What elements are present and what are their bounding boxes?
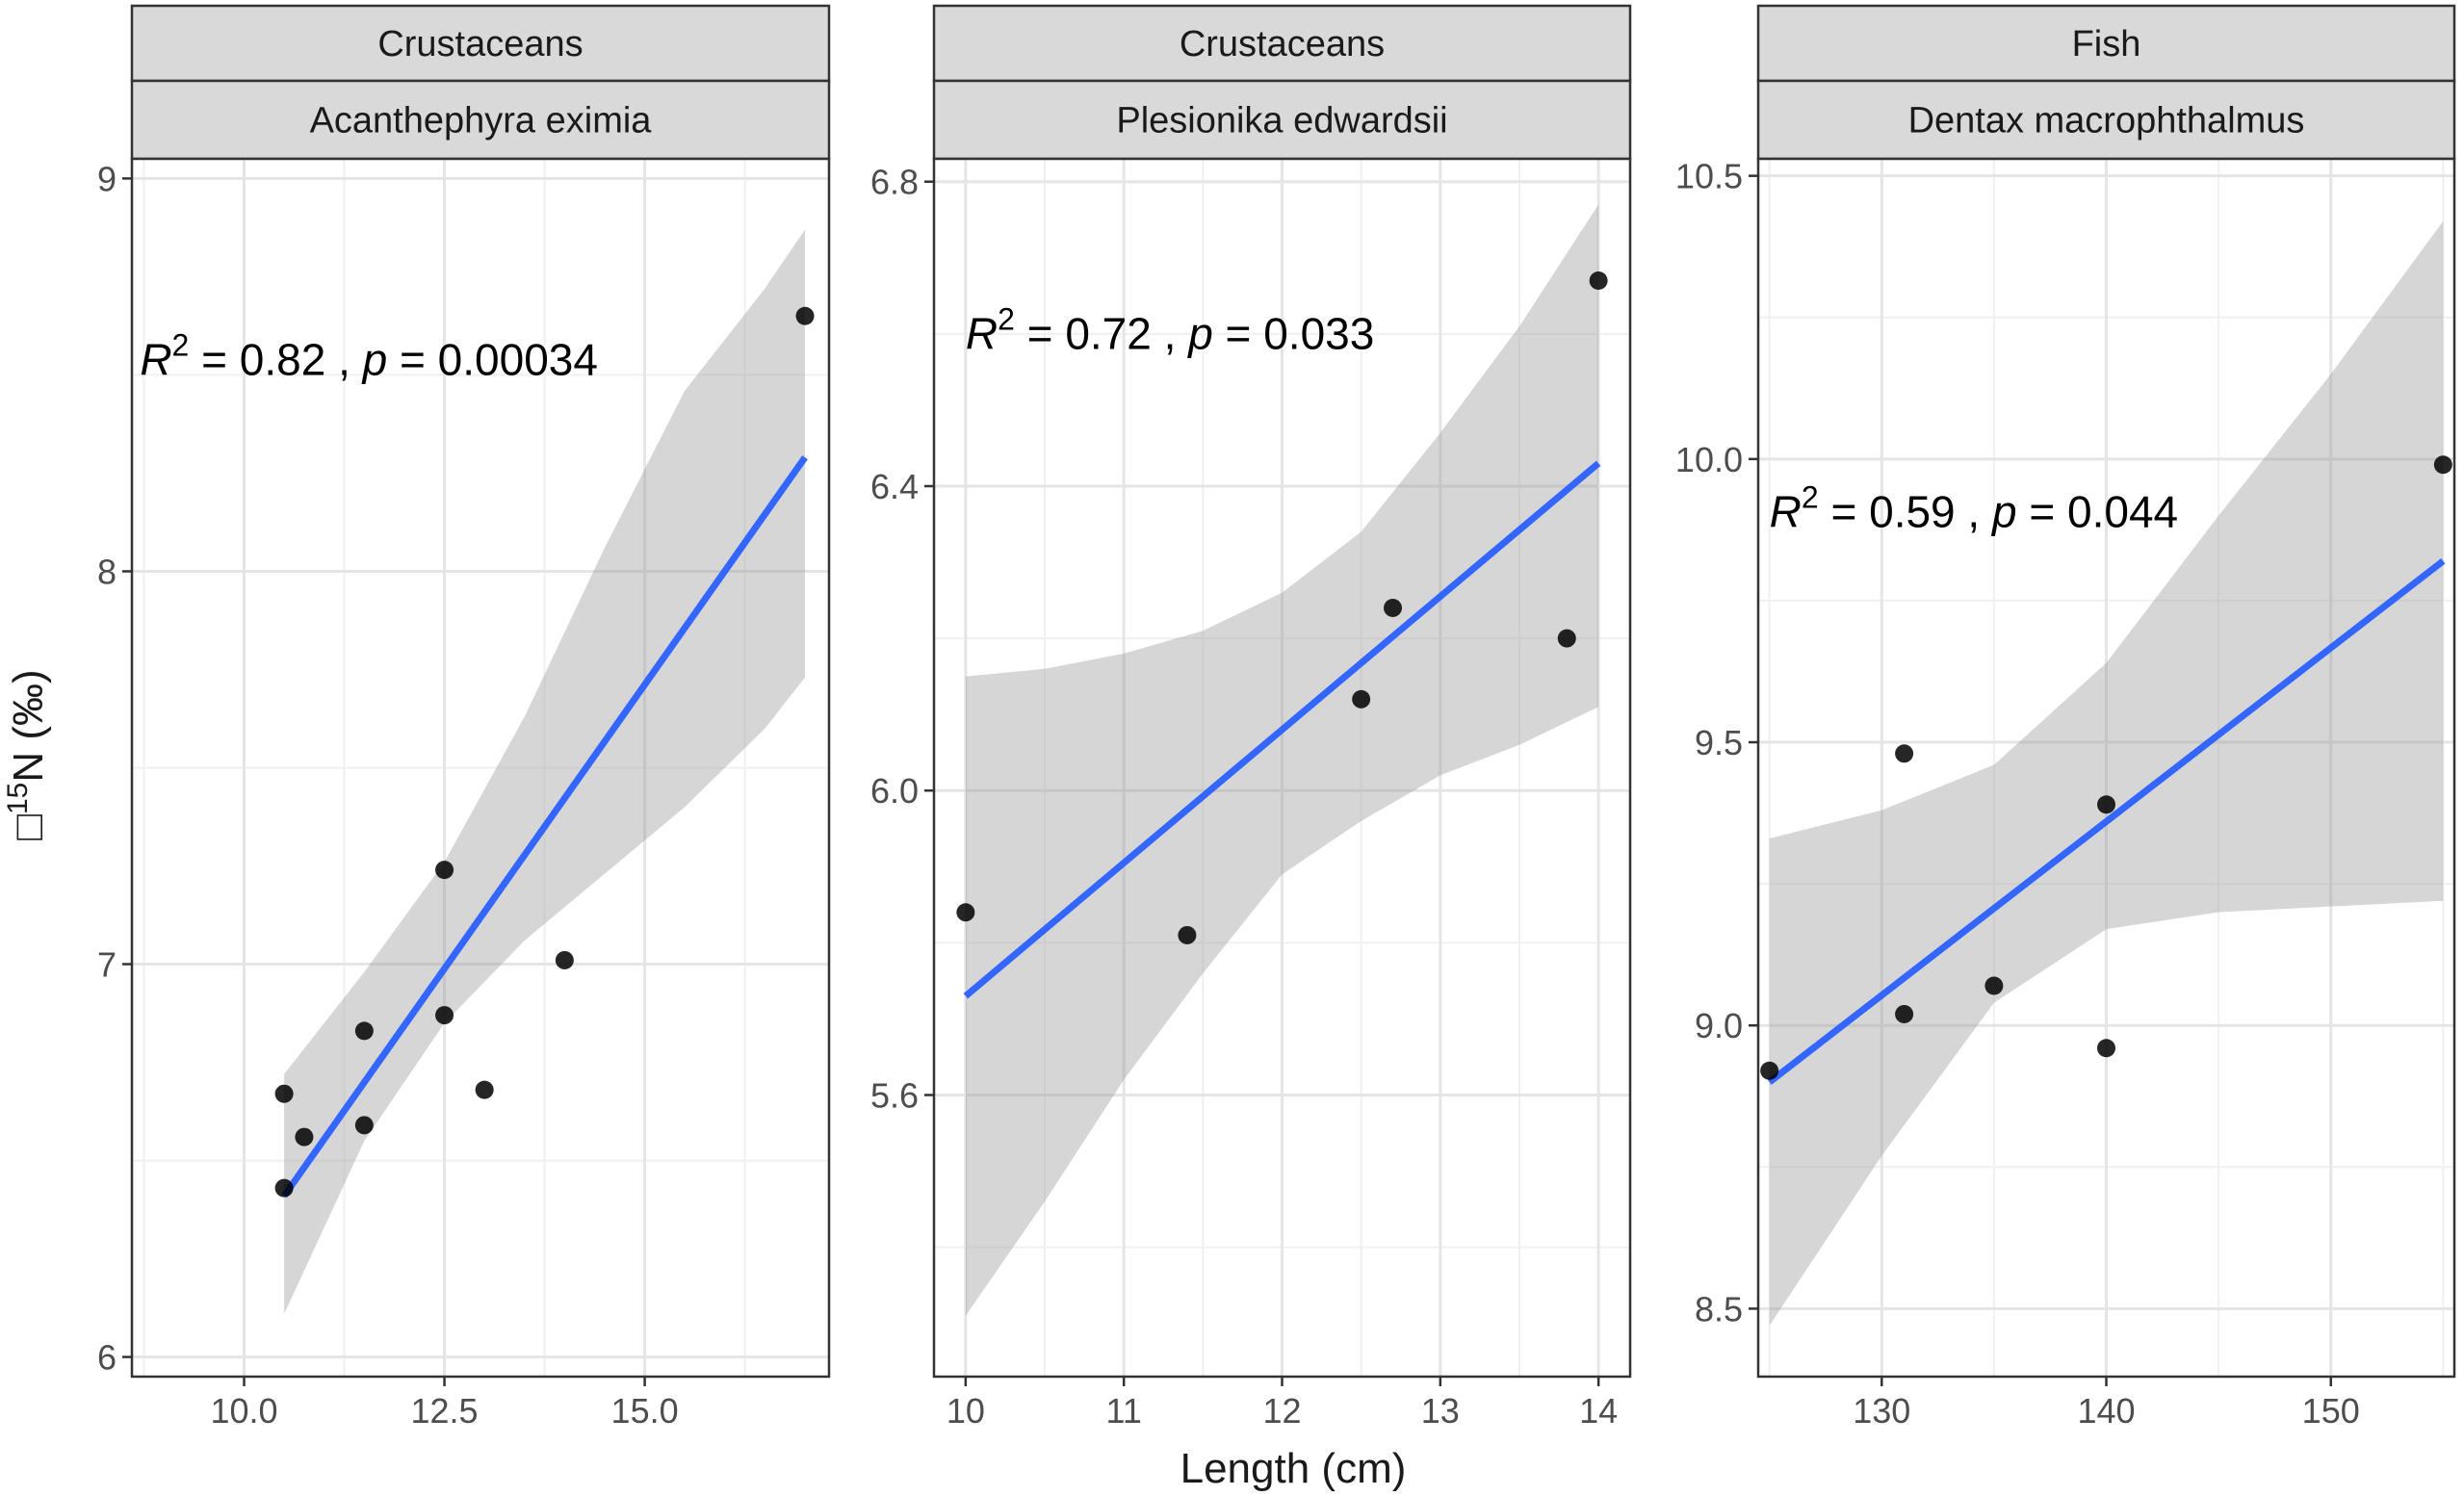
panel-2-point-4 xyxy=(1384,598,1403,617)
panel-1-annotation-part-3: = 0.82 , xyxy=(189,334,362,384)
panel-3: Fish Dentax macrophthalmus R2 = 0.59 , p =… xyxy=(1675,4,2456,1431)
y-axis-title-glyph: □ xyxy=(5,814,52,840)
panel-3-x-tick-label: 140 xyxy=(2077,1391,2135,1431)
panel-1-annotation-part-5: = 0.00034 xyxy=(387,334,598,384)
panel-2-x-tick-label: 13 xyxy=(1421,1391,1460,1431)
panel-3-point-4 xyxy=(1984,976,2004,995)
y-axis-title: □15N (‰) xyxy=(2,669,52,839)
panel-2-x-tick-label: 11 xyxy=(1105,1391,1141,1431)
panel-1: Crustaceans Acanthephyra eximia R2 = 0.82 … xyxy=(97,4,831,1431)
panel-2-fit-line xyxy=(963,460,1601,999)
panel-2-strip-top-label: Crustaceans xyxy=(1180,24,1385,64)
panel-3-confidence-band xyxy=(1769,220,2444,1327)
panel-2-annotation-part-4: p xyxy=(1186,309,1213,359)
panel-3-annotation-part-2: 2 xyxy=(1802,479,1819,514)
panel-2-x-tick-label: 10 xyxy=(947,1391,985,1431)
panel-2-annotation: R2 = 0.72 , p = 0.033 xyxy=(966,302,1374,359)
panel-3-strip-bottom xyxy=(1756,79,2456,161)
panel-1-y-tick-label: 7 xyxy=(97,945,117,985)
panel-1-strip-bottom xyxy=(130,79,831,161)
panel-3-y-tick-label: 9.0 xyxy=(1695,1006,1743,1045)
panel-3-point-2 xyxy=(1895,744,1914,763)
panel-1-point-8 xyxy=(475,1080,494,1099)
panel-2-point-1 xyxy=(956,903,975,922)
panel-1-x-tick-label: 12.5 xyxy=(411,1391,479,1431)
x-axis-title: Length (cm) xyxy=(1180,1445,1407,1492)
panel-1-y-tick-label: 9 xyxy=(97,159,117,198)
panel-1-annotation-part-4: p xyxy=(361,334,388,384)
panel-2-point-5 xyxy=(1557,629,1576,648)
panel-2-y-tick-label: 6.8 xyxy=(870,163,919,202)
y-axis-title-rest: N (‰) xyxy=(5,669,52,782)
panel-2-annotation-part-2: 2 xyxy=(998,302,1015,337)
panel-2: Crustaceans Plesionika edwardsii R2 = 0.72… xyxy=(870,4,1632,1431)
panel-2-y-tick-label: 6.0 xyxy=(870,771,919,811)
panel-3-strip-bottom-label: Dentax macrophthalmus xyxy=(1908,101,2305,142)
panel-2-x-tick-label: 12 xyxy=(1262,1391,1301,1431)
panel-2-annotation-part-5: = 0.033 xyxy=(1213,309,1375,359)
panel-1-y-tick-label: 6 xyxy=(97,1338,117,1378)
panel-1-y-tick-label: 8 xyxy=(97,552,117,591)
panel-3-annotation-part-3: = 0.59 , xyxy=(1819,486,1992,536)
panel-1-strip-bottom-label: Acanthephyra eximia xyxy=(310,101,653,142)
panel-1-point-2 xyxy=(274,1084,294,1103)
panel-2-point-2 xyxy=(1178,925,1197,944)
panel-2-strip-bottom xyxy=(932,79,1632,161)
panel-3-y-tick-label: 9.5 xyxy=(1695,723,1743,762)
panel-3-point-3 xyxy=(1895,1004,1914,1023)
panel-1-annotation-part-2: 2 xyxy=(172,327,190,362)
panel-2-point-6 xyxy=(1589,271,1608,290)
panel-1-strip-top-label: Crustaceans xyxy=(377,24,583,64)
panel-3-point-6 xyxy=(2097,1039,2115,1058)
panel-1-point-7 xyxy=(435,1006,454,1025)
panel-3-y-tick-label: 10.5 xyxy=(1675,157,1743,196)
panel-3-point-1 xyxy=(1760,1061,1779,1080)
panel-2-point-3 xyxy=(1352,689,1371,709)
panel-1-point-5 xyxy=(354,1116,374,1135)
panel-3-strip-top-label: Fish xyxy=(2072,24,2141,64)
panel-1-point-6 xyxy=(435,861,454,880)
panel-1-point-3 xyxy=(295,1127,314,1147)
panel-1-annotation: R2 = 0.82 , p = 0.00034 xyxy=(140,327,598,384)
panel-1-fit-line xyxy=(281,455,808,1199)
panel-2-strip-top xyxy=(932,4,1632,83)
panel-1-annotation-part-1: R xyxy=(140,334,171,384)
panel-1-point-9 xyxy=(555,950,574,969)
panel-1-x-tick-label: 15.0 xyxy=(611,1391,679,1431)
panel-2-x-tick-label: 14 xyxy=(1579,1391,1618,1431)
panel-1-point-10 xyxy=(795,306,815,325)
panel-2-strip-bottom-label: Plesionika edwardsii xyxy=(1116,101,1447,142)
panel-2-y-tick-label: 5.6 xyxy=(870,1075,919,1115)
panel-3-point-7 xyxy=(2433,455,2452,475)
panel-3-y-tick-label: 10.0 xyxy=(1675,440,1743,479)
panel-2-annotation-part-1: R xyxy=(966,309,998,359)
panel-3-annotation-part-4: p xyxy=(1990,486,2017,536)
panel-2-y-tick-label: 6.4 xyxy=(870,467,919,506)
panel-2-confidence-band xyxy=(965,204,1599,1316)
panel-3-fit-line xyxy=(1767,557,2446,1085)
panel-1-x-tick-label: 10.0 xyxy=(210,1391,277,1431)
panel-2-annotation-part-3: = 0.72 , xyxy=(1015,309,1188,359)
panel-1-point-1 xyxy=(274,1178,294,1198)
panel-1-confidence-band xyxy=(284,229,806,1314)
panel-3-annotation-part-5: = 0.044 xyxy=(2017,486,2179,536)
panel-1-border xyxy=(130,157,831,1379)
panel-3-x-tick-label: 130 xyxy=(1853,1391,1910,1431)
y-axis-title-superscript: 15 xyxy=(2,783,34,814)
panel-3-x-tick-label: 150 xyxy=(2302,1391,2360,1431)
panel-3-y-tick-label: 8.5 xyxy=(1695,1289,1743,1328)
panel-3-annotation: R2 = 0.59 , p = 0.044 xyxy=(1770,479,2178,536)
panel-3-point-5 xyxy=(2097,795,2115,814)
panel-3-annotation-part-1: R xyxy=(1770,486,1802,536)
panel-3-strip-top xyxy=(1756,4,2456,83)
panel-1-strip-top xyxy=(130,4,831,83)
panel-1-point-4 xyxy=(354,1021,374,1041)
